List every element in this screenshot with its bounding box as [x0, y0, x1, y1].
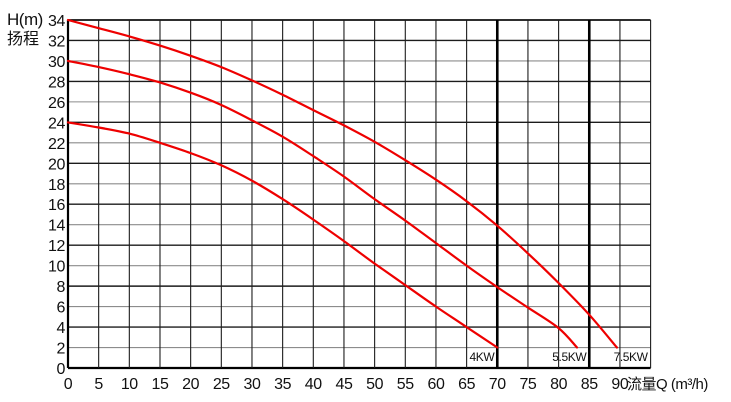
y-tick-label: 32 [48, 33, 65, 50]
curve-line [66, 121, 499, 349]
x-tick-label: 90 [611, 376, 628, 393]
y-tick-label: 6 [57, 300, 66, 317]
curve-power-label: 5.5KW [552, 350, 587, 364]
curve-power-label: 7.5KW [614, 350, 649, 364]
pump-curve-7.5kw: 7.5KW [66, 18, 649, 364]
y-axis-title-chinese: 扬程 [7, 31, 40, 48]
y-tick-label: 14 [48, 218, 65, 235]
y-tick-label: 10 [48, 259, 65, 276]
x-tick-label: 45 [335, 376, 352, 393]
y-tick-label: 2 [57, 341, 66, 358]
x-tick-label: 75 [519, 376, 536, 393]
y-tick-label: 20 [48, 156, 65, 173]
x-tick-label: 15 [151, 376, 168, 393]
x-tick-label: 25 [213, 376, 230, 393]
y-tick-label: 4 [57, 320, 66, 337]
x-tick-label: 5 [94, 376, 103, 393]
x-tick-label: 85 [581, 376, 598, 393]
x-tick-label: 60 [427, 376, 444, 393]
x-tick-label: 20 [182, 376, 199, 393]
y-axis-title: H(m) [7, 10, 43, 29]
x-axis-title: 流量Q (m³/h) [627, 376, 708, 393]
y-tick-label: 8 [57, 279, 66, 296]
x-tick-label: 70 [489, 376, 506, 393]
y-tick-label: 24 [48, 115, 65, 132]
x-tick-label: 80 [550, 376, 567, 393]
x-tick-label: 65 [458, 376, 475, 393]
pump-curve-4kw: 4KW [66, 121, 499, 364]
x-tick-label: 50 [366, 376, 383, 393]
y-tick-label: 16 [48, 197, 65, 214]
y-tick-label: 34 [48, 13, 65, 30]
y-tick-label: 18 [48, 177, 65, 194]
y-tick-label: 26 [48, 95, 65, 112]
y-tick-label: 12 [48, 238, 65, 255]
y-tick-label: 0 [57, 361, 66, 378]
x-tick-label: 40 [305, 376, 322, 393]
grid-lines [66, 19, 652, 370]
x-tick-label: 30 [243, 376, 260, 393]
curve-line [66, 59, 579, 349]
pump-curve-5.5kw: 5.5KW [66, 59, 588, 364]
x-tick-label: 55 [397, 376, 414, 393]
y-tick-label: 28 [48, 74, 65, 91]
curve-line [66, 18, 618, 349]
x-tick-label: 35 [274, 376, 291, 393]
x-tick-label: 10 [121, 376, 138, 393]
curve-power-label: 4KW [469, 350, 495, 364]
y-tick-label: 22 [48, 136, 65, 153]
y-tick-label: 30 [48, 54, 65, 71]
x-tick-label: 0 [64, 376, 73, 393]
